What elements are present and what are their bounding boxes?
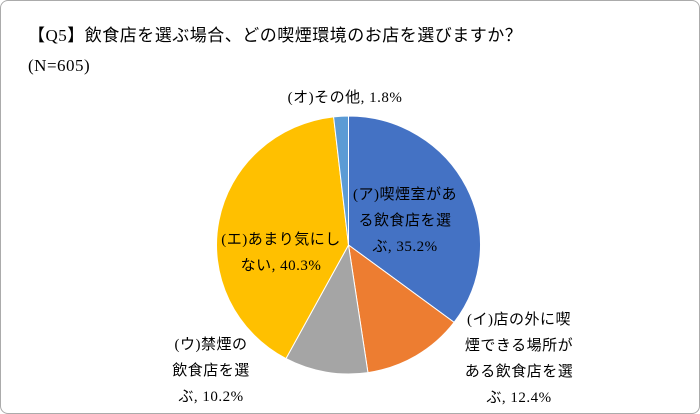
- slice-label-outside-smoking-area: (イ)店の外に喫 煙できる場所が ある飲食店を選 ぶ, 12.4%: [464, 312, 574, 406]
- pie-slice-4: [333, 115, 349, 246]
- pie-slice-1: [347, 243, 455, 374]
- pie-slice-3: [216, 116, 350, 360]
- sample-size-label: (N=605): [28, 56, 91, 75]
- slice-label-smoking-room: (ア)喫煙室があ る飲食店を選 ぶ, 35.2%: [353, 187, 457, 255]
- slice-label-dont-care: (エ)あまり気にし ない, 40.3%: [221, 232, 341, 274]
- pie-slice-0: [348, 115, 481, 324]
- chart-title: 【Q5】飲食店を選ぶ場合、どの喫煙環境のお店を選びますか？: [28, 26, 523, 45]
- slice-label-other: (オ)その他, 1.8%: [287, 90, 403, 106]
- pie-slice-2: [285, 243, 369, 375]
- title-block: 【Q5】飲食店を選ぶ場合、どの喫煙環境のお店を選びますか？ (N=605): [28, 21, 522, 81]
- slice-label-non-smoking: (ウ)禁煙の 飲食店を選 ぶ, 10.2%: [172, 337, 250, 405]
